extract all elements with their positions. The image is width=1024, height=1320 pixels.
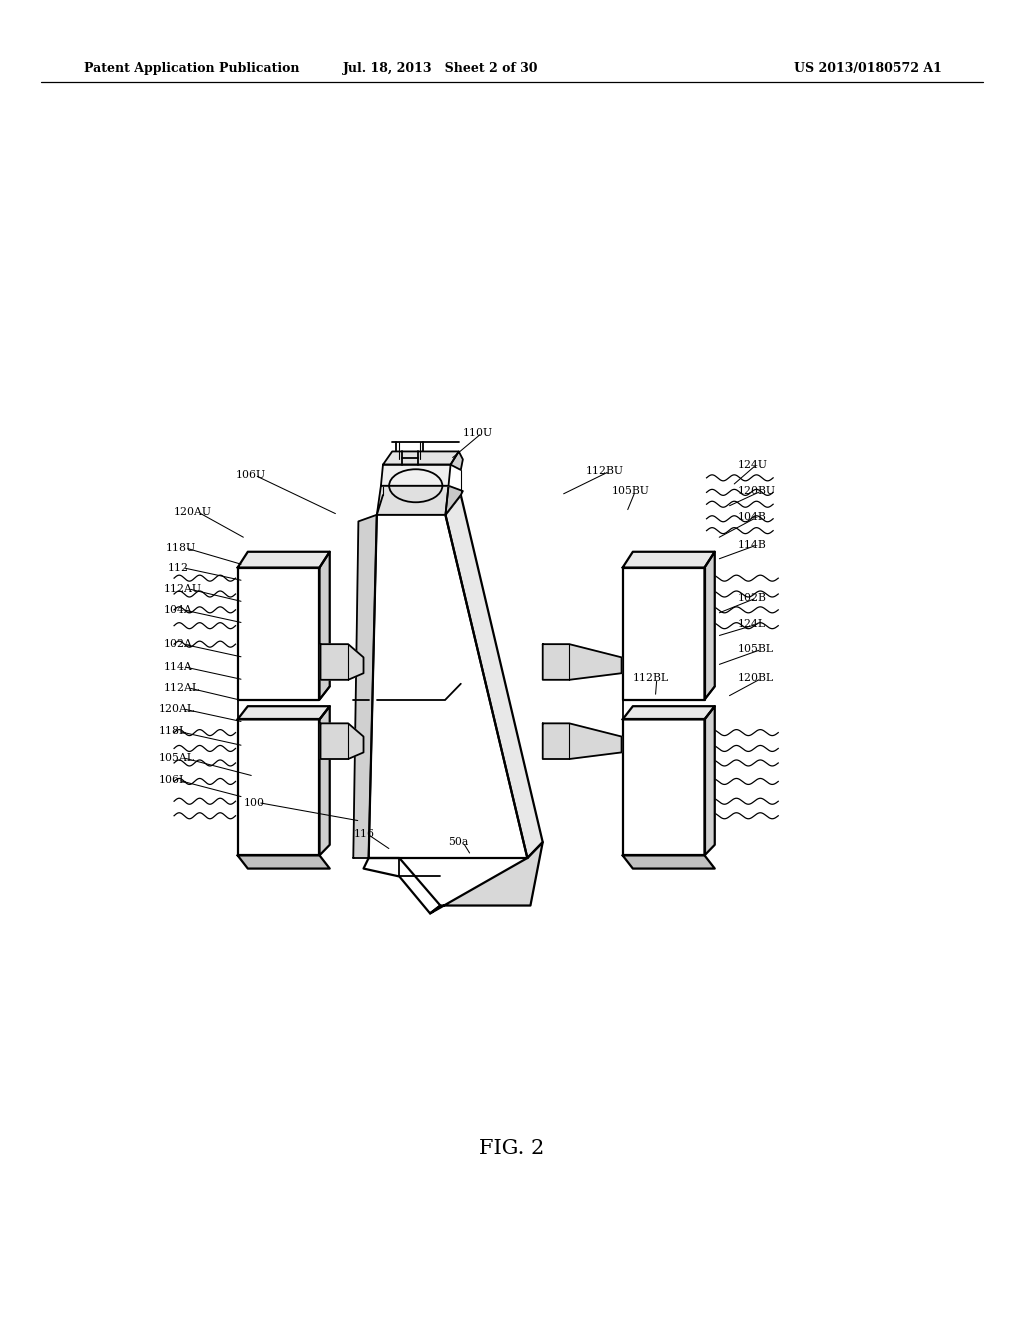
- Text: 50a: 50a: [449, 837, 469, 847]
- Polygon shape: [430, 842, 543, 913]
- Text: 112BL: 112BL: [633, 673, 669, 684]
- Text: Jul. 18, 2013   Sheet 2 of 30: Jul. 18, 2013 Sheet 2 of 30: [343, 62, 538, 75]
- Polygon shape: [321, 723, 364, 759]
- Polygon shape: [319, 706, 330, 855]
- Polygon shape: [238, 719, 319, 855]
- Polygon shape: [623, 552, 715, 568]
- Text: 118U: 118U: [166, 543, 196, 553]
- Text: 112: 112: [168, 562, 189, 573]
- Polygon shape: [238, 552, 330, 568]
- Text: 120BU: 120BU: [737, 486, 775, 496]
- Polygon shape: [451, 451, 463, 470]
- Polygon shape: [543, 723, 622, 759]
- Text: 104B: 104B: [737, 512, 766, 523]
- Polygon shape: [623, 568, 705, 700]
- Text: 116: 116: [353, 829, 375, 840]
- Polygon shape: [353, 515, 377, 858]
- Text: 114B: 114B: [737, 540, 766, 550]
- Text: US 2013/0180572 A1: US 2013/0180572 A1: [795, 62, 942, 75]
- Polygon shape: [705, 706, 715, 855]
- Polygon shape: [383, 451, 459, 465]
- Text: 124U: 124U: [737, 459, 767, 470]
- Text: 112BU: 112BU: [586, 466, 624, 477]
- Polygon shape: [364, 858, 440, 913]
- Text: 120AU: 120AU: [174, 507, 212, 517]
- Polygon shape: [623, 719, 705, 855]
- Polygon shape: [238, 855, 330, 869]
- Text: 110U: 110U: [463, 428, 493, 438]
- Polygon shape: [705, 552, 715, 700]
- Polygon shape: [238, 568, 319, 700]
- Polygon shape: [369, 515, 527, 858]
- Polygon shape: [623, 855, 715, 869]
- Text: 100: 100: [244, 797, 265, 808]
- Text: 124L: 124L: [737, 619, 765, 630]
- Text: 102A: 102A: [164, 639, 193, 649]
- Text: 106U: 106U: [236, 470, 265, 480]
- Polygon shape: [543, 644, 622, 680]
- Polygon shape: [445, 495, 543, 858]
- Text: Patent Application Publication: Patent Application Publication: [84, 62, 299, 75]
- Text: 112AU: 112AU: [164, 583, 202, 594]
- Polygon shape: [319, 552, 330, 700]
- Text: 102B: 102B: [737, 593, 766, 603]
- Polygon shape: [445, 486, 463, 515]
- Text: 120BL: 120BL: [737, 673, 773, 684]
- Text: 106L: 106L: [159, 775, 187, 785]
- Text: 105BU: 105BU: [611, 486, 649, 496]
- Text: FIG. 2: FIG. 2: [479, 1139, 545, 1158]
- Text: 112AL: 112AL: [164, 682, 200, 693]
- Polygon shape: [377, 486, 449, 515]
- Polygon shape: [623, 706, 715, 719]
- Text: 120AL: 120AL: [159, 704, 195, 714]
- Text: 118L: 118L: [159, 726, 187, 737]
- Text: 114A: 114A: [164, 661, 193, 672]
- Text: 104A: 104A: [164, 605, 193, 615]
- Text: 105BL: 105BL: [737, 644, 773, 655]
- Polygon shape: [321, 644, 364, 680]
- Polygon shape: [238, 706, 330, 719]
- Text: 105AL: 105AL: [159, 752, 195, 763]
- Polygon shape: [381, 465, 451, 486]
